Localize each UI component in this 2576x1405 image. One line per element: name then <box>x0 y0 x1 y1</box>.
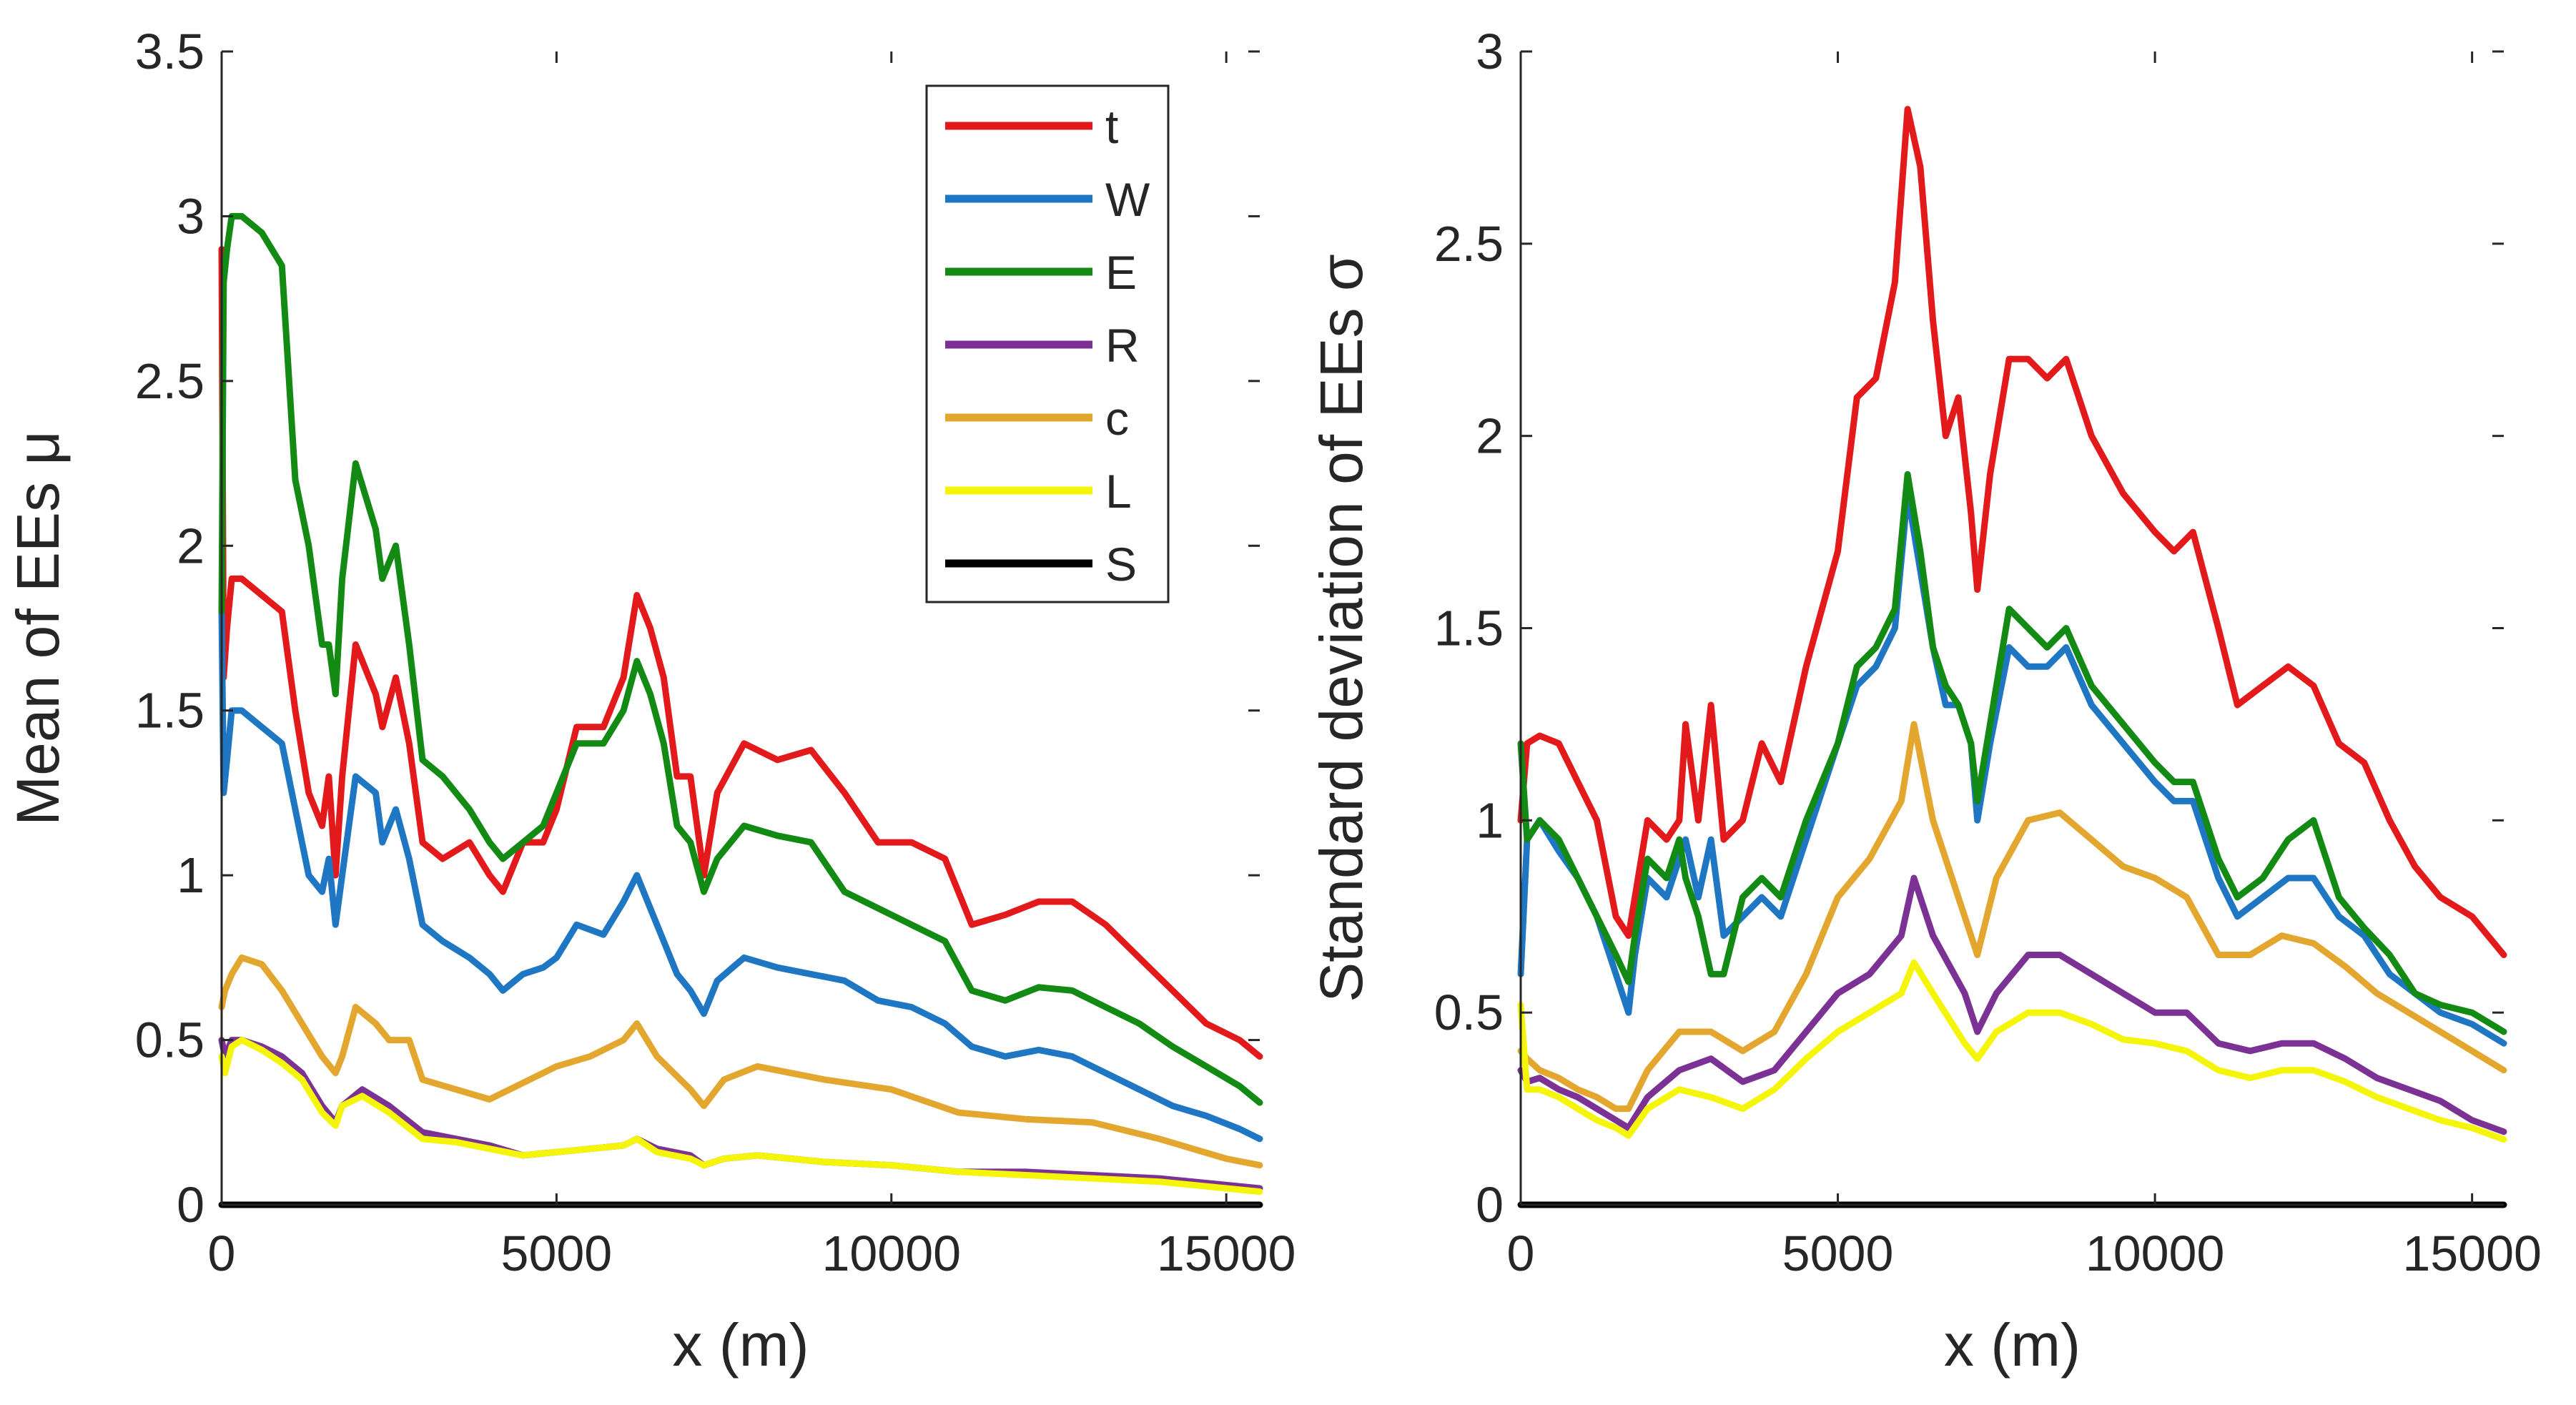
legend-label-R: R <box>1105 319 1140 372</box>
y-tick-label: 1.5 <box>1434 601 1504 656</box>
legend-label-S: S <box>1105 538 1137 591</box>
series-line-c <box>218 954 1263 1169</box>
legend-label-c: c <box>1105 392 1129 445</box>
legend-label-t: t <box>1105 100 1118 153</box>
y-tick-label: 0.5 <box>1434 985 1504 1040</box>
series-line-W <box>218 608 1263 1143</box>
y-tick-label: 3 <box>177 188 204 244</box>
y-tick-label: 2.5 <box>135 353 204 409</box>
x-tick-label: 0 <box>1507 1226 1535 1281</box>
series-line-t <box>1517 106 2507 958</box>
series-line-L <box>1517 959 2507 1143</box>
x-tick-label: 10000 <box>821 1226 961 1281</box>
y-tick-label: 0 <box>177 1177 204 1233</box>
x-tick-label: 5000 <box>501 1226 613 1281</box>
y-tick-label: 2.5 <box>1434 216 1504 272</box>
series-line-R <box>1517 874 2507 1135</box>
y-tick-label: 2 <box>1476 408 1504 464</box>
series-line-E <box>218 212 1263 1106</box>
x-axis-label: x (m) <box>1944 1311 2081 1379</box>
series-line-t <box>218 246 1263 1060</box>
x-tick-label: 0 <box>208 1226 236 1281</box>
y-tick-label: 1 <box>177 847 204 903</box>
legend-label-L: L <box>1105 465 1132 518</box>
x-axis-label: x (m) <box>672 1311 809 1379</box>
x-tick-label: 15000 <box>1157 1226 1296 1281</box>
x-tick-label: 10000 <box>2086 1226 2225 1281</box>
series-line-c <box>1517 721 2507 1113</box>
y-tick-label: 0.5 <box>135 1012 204 1068</box>
y-tick-label: 3.5 <box>135 24 204 79</box>
y-axis-label: Mean of EEs μ <box>4 430 71 826</box>
y-tick-label: 1.5 <box>135 683 204 739</box>
series-line-E <box>1517 470 2507 1035</box>
y-axis-label: Standard deviation of EEs σ <box>1308 254 1375 1002</box>
mean-panel: 0 0.5 1 1.5 2 2.5 3 3.5 0 5000 10000 15000 x (m) Mean… <box>4 24 1296 1379</box>
x-tick-label: 5000 <box>1782 1226 1894 1281</box>
legend-label-W: W <box>1105 173 1150 226</box>
y-tick-label: 1 <box>1476 792 1504 848</box>
y-tick-label: 0 <box>1476 1177 1504 1233</box>
y-tick-label: 2 <box>177 518 204 573</box>
legend-label-E: E <box>1105 246 1137 299</box>
series-line-L <box>218 1037 1263 1196</box>
std-panel: 0 0.5 1 1.5 2 2.5 3 0 5000 10000 15000 x (m) Standar… <box>1308 24 2542 1379</box>
plot-area <box>1521 51 2504 1205</box>
y-tick-label: 3 <box>1476 24 1504 79</box>
x-tick-label: 15000 <box>2402 1226 2542 1281</box>
